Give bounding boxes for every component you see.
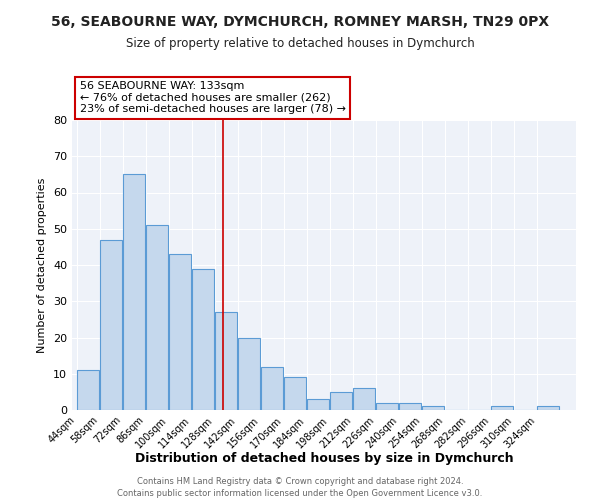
Text: Contains HM Land Registry data © Crown copyright and database right 2024.: Contains HM Land Registry data © Crown c… [137,478,463,486]
Bar [261,366,283,410]
Bar [146,225,169,410]
Bar [307,399,329,410]
Bar [169,254,191,410]
Bar [215,312,238,410]
Bar [193,268,214,410]
Text: Distribution of detached houses by size in Dymchurch: Distribution of detached houses by size … [134,452,514,465]
Text: 56 SEABOURNE WAY: 133sqm
← 76% of detached houses are smaller (262)
23% of semi-: 56 SEABOURNE WAY: 133sqm ← 76% of detach… [80,81,346,114]
Bar [422,406,444,410]
Text: Size of property relative to detached houses in Dymchurch: Size of property relative to detached ho… [125,38,475,51]
Bar [238,338,260,410]
Bar [284,378,306,410]
Bar [100,240,122,410]
Text: Contains public sector information licensed under the Open Government Licence v3: Contains public sector information licen… [118,489,482,498]
Bar [77,370,100,410]
Y-axis label: Number of detached properties: Number of detached properties [37,178,47,352]
Bar [399,403,421,410]
Bar [376,403,398,410]
Bar [491,406,513,410]
Bar [330,392,352,410]
Bar [124,174,145,410]
Bar [353,388,375,410]
Text: 56, SEABOURNE WAY, DYMCHURCH, ROMNEY MARSH, TN29 0PX: 56, SEABOURNE WAY, DYMCHURCH, ROMNEY MAR… [51,15,549,29]
Bar [537,406,559,410]
